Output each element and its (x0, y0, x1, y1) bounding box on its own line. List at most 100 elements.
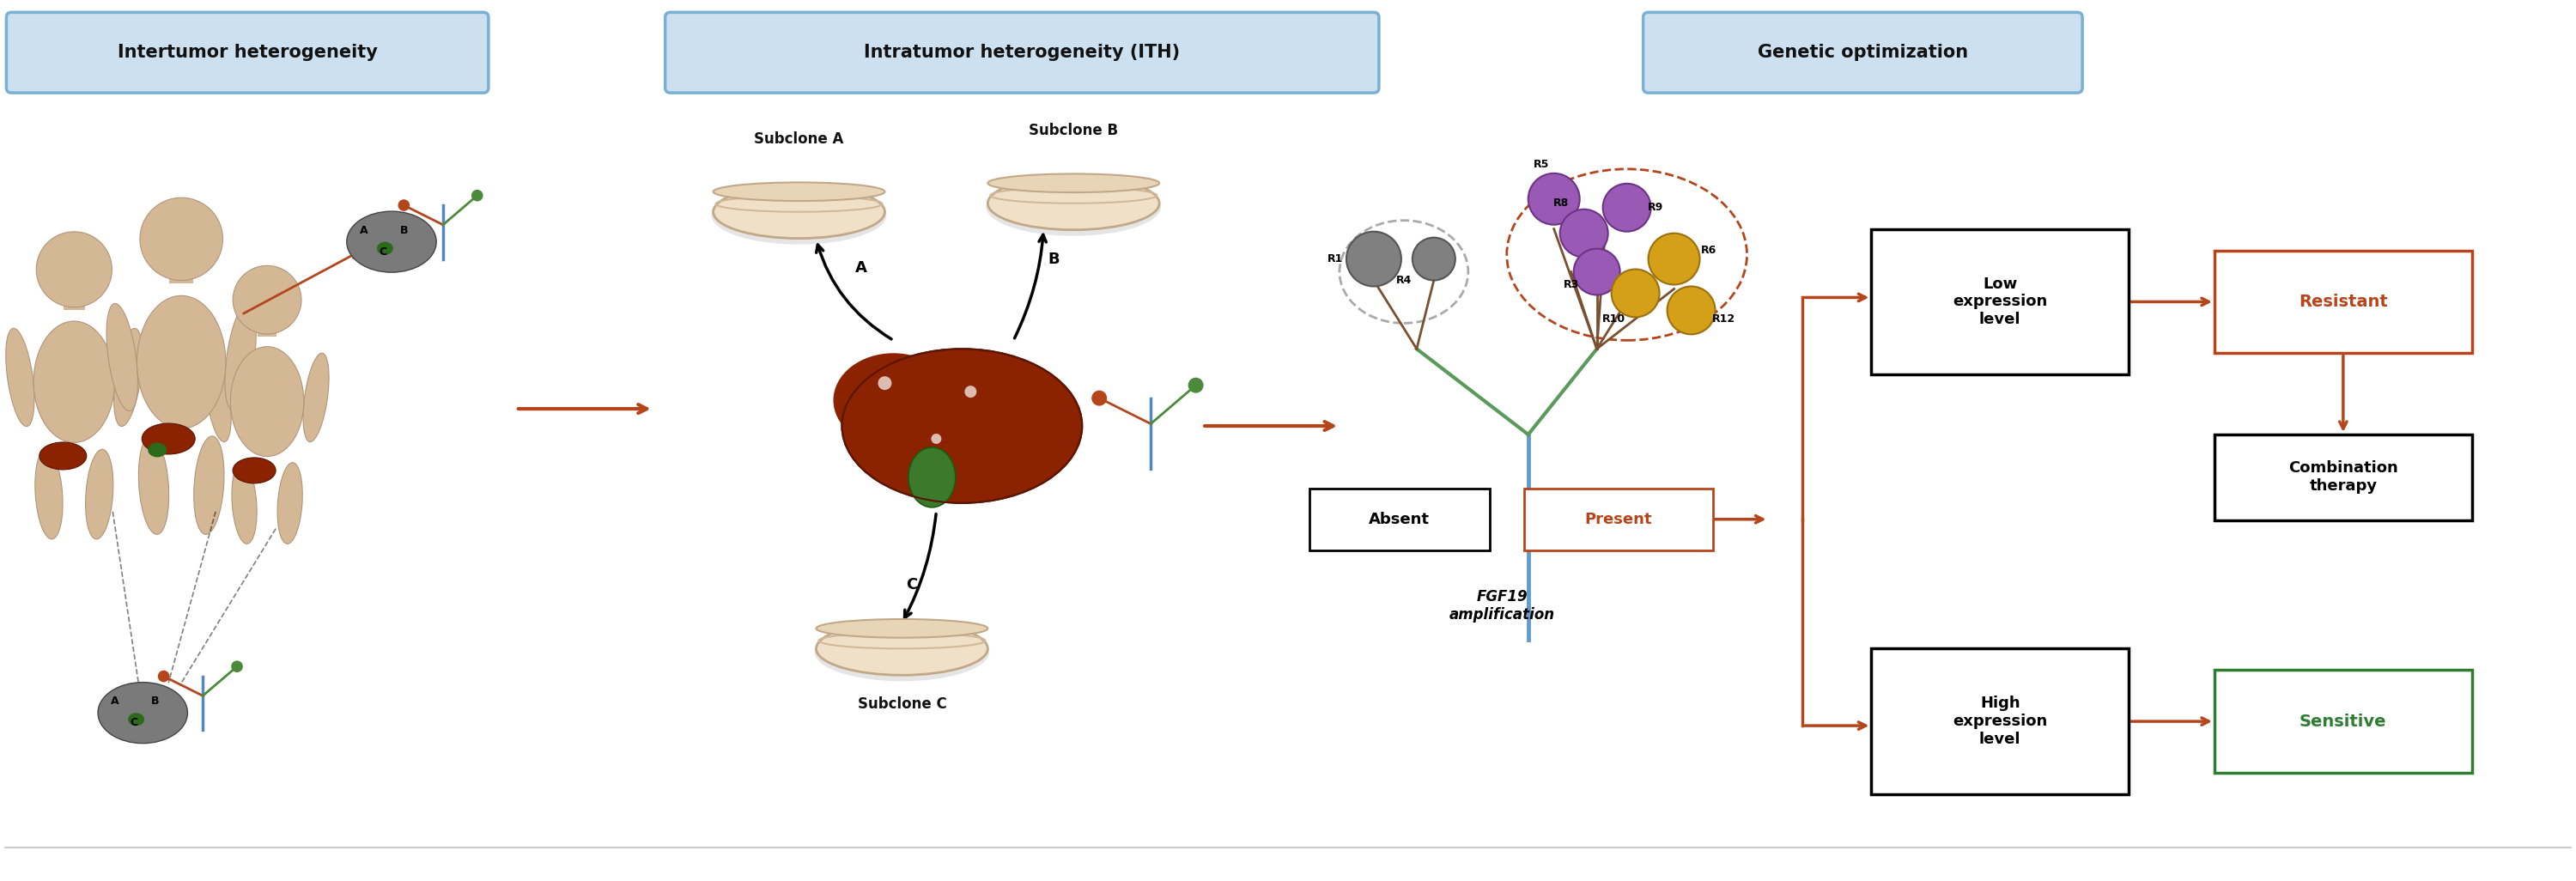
Text: R4: R4 (1396, 275, 1412, 286)
Text: C: C (129, 717, 137, 729)
Ellipse shape (129, 713, 144, 726)
Text: Subclone A: Subclone A (755, 131, 845, 147)
Circle shape (1602, 183, 1651, 232)
Circle shape (930, 433, 940, 444)
Circle shape (1347, 232, 1401, 286)
FancyBboxPatch shape (5, 12, 489, 93)
Bar (258, 298, 276, 337)
Text: Intratumor heterogeneity (ITH): Intratumor heterogeneity (ITH) (863, 44, 1180, 61)
Circle shape (1092, 390, 1108, 406)
Text: C: C (379, 246, 386, 257)
Bar (1309, 488, 1489, 550)
Circle shape (399, 199, 410, 211)
Ellipse shape (832, 353, 953, 448)
Circle shape (878, 376, 891, 390)
Text: R6: R6 (1700, 245, 1716, 256)
Text: B: B (152, 696, 160, 707)
Text: B: B (399, 225, 407, 236)
Bar (1525, 488, 1713, 550)
Text: FGF19
amplification: FGF19 amplification (1450, 589, 1556, 623)
Ellipse shape (842, 349, 1082, 503)
Ellipse shape (278, 463, 301, 544)
Text: Subclone C: Subclone C (858, 697, 945, 712)
Circle shape (1412, 238, 1455, 280)
Ellipse shape (36, 449, 62, 539)
Ellipse shape (987, 174, 1159, 192)
Text: Genetic optimization: Genetic optimization (1757, 44, 1968, 61)
Ellipse shape (348, 211, 435, 272)
Ellipse shape (814, 623, 989, 681)
Text: Sensitive: Sensitive (2300, 714, 2388, 729)
Circle shape (963, 386, 976, 397)
Ellipse shape (5, 329, 33, 426)
Ellipse shape (106, 304, 137, 411)
Text: R9: R9 (1646, 202, 1664, 213)
Ellipse shape (304, 353, 330, 441)
Circle shape (157, 670, 170, 682)
Text: Absent: Absent (1368, 512, 1430, 527)
Ellipse shape (711, 186, 886, 245)
Circle shape (1188, 378, 1203, 393)
Ellipse shape (714, 185, 884, 239)
Ellipse shape (229, 346, 304, 456)
Ellipse shape (142, 424, 196, 455)
Bar (64, 267, 85, 310)
Text: Intertumor heterogeneity: Intertumor heterogeneity (118, 44, 379, 61)
Circle shape (1574, 248, 1620, 295)
Ellipse shape (98, 682, 188, 744)
Circle shape (232, 266, 301, 334)
Circle shape (1649, 233, 1700, 285)
Ellipse shape (817, 622, 987, 675)
Ellipse shape (33, 322, 116, 442)
Text: Combination
therapy: Combination therapy (2287, 461, 2398, 494)
Bar (2215, 250, 2473, 353)
Ellipse shape (193, 436, 224, 535)
Ellipse shape (113, 329, 142, 426)
Ellipse shape (147, 442, 167, 457)
Text: B: B (1048, 251, 1059, 267)
Circle shape (471, 189, 484, 202)
Text: High
expression
level: High expression level (1953, 696, 2048, 747)
FancyBboxPatch shape (665, 12, 1378, 93)
Text: A: A (361, 225, 368, 236)
Circle shape (1613, 270, 1659, 317)
Text: R8: R8 (1553, 197, 1569, 209)
Ellipse shape (232, 463, 258, 544)
Bar (1870, 648, 2128, 794)
Ellipse shape (987, 177, 1162, 236)
Ellipse shape (966, 394, 1077, 475)
Circle shape (139, 197, 222, 280)
Ellipse shape (139, 436, 170, 535)
Circle shape (1528, 174, 1579, 225)
Text: R12: R12 (1713, 314, 1736, 324)
Ellipse shape (85, 449, 113, 539)
Bar (2215, 670, 2473, 773)
Ellipse shape (39, 442, 88, 470)
Circle shape (1561, 210, 1607, 257)
Text: R3: R3 (1564, 279, 1579, 290)
Bar (2215, 434, 2473, 520)
Text: A: A (111, 696, 118, 707)
Ellipse shape (137, 296, 227, 429)
Ellipse shape (232, 457, 276, 484)
Ellipse shape (909, 448, 956, 507)
Text: R1: R1 (1327, 254, 1342, 264)
Ellipse shape (376, 241, 394, 255)
Ellipse shape (987, 177, 1159, 230)
Text: Subclone B: Subclone B (1028, 122, 1118, 138)
Circle shape (36, 232, 111, 307)
Ellipse shape (817, 619, 987, 638)
Ellipse shape (224, 304, 255, 411)
Ellipse shape (714, 182, 884, 201)
Text: A: A (855, 260, 866, 275)
Text: R5: R5 (1533, 159, 1548, 170)
Text: Present: Present (1584, 512, 1651, 527)
Text: Low
expression
level: Low expression level (1953, 276, 2048, 328)
Bar (170, 236, 193, 284)
Ellipse shape (206, 353, 232, 441)
Circle shape (232, 661, 242, 672)
Bar (1870, 229, 2128, 374)
Text: R10: R10 (1602, 314, 1625, 324)
Text: C: C (907, 577, 917, 592)
Text: Resistant: Resistant (2298, 293, 2388, 310)
